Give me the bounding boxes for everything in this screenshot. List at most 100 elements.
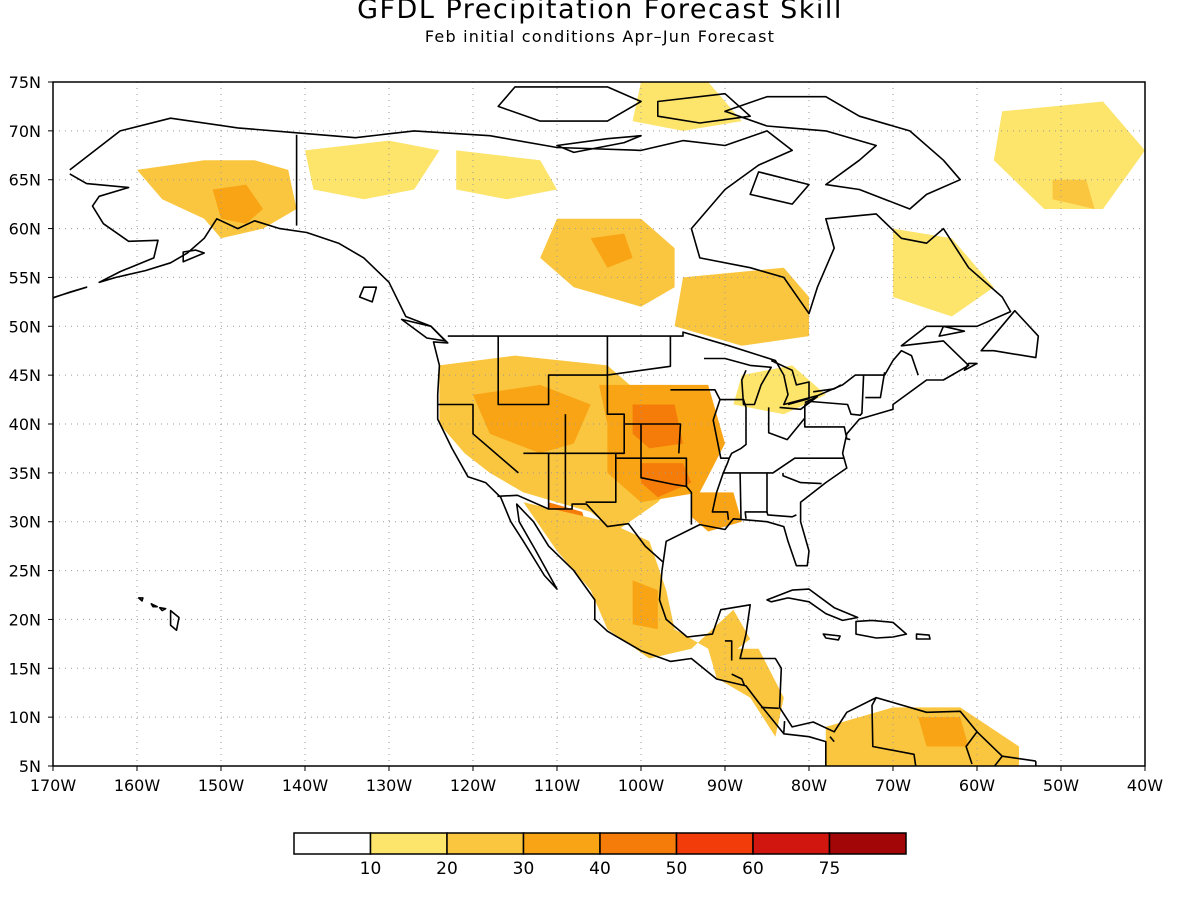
lon-label: 80W bbox=[791, 776, 827, 795]
lat-label: 65N bbox=[9, 171, 41, 190]
lat-label: 50N bbox=[9, 317, 41, 336]
boundary-line bbox=[744, 472, 768, 519]
lon-label: 110W bbox=[534, 776, 581, 795]
page-subtitle: Feb initial conditions Apr–Jun Forecast bbox=[424, 27, 776, 46]
boundary-line bbox=[865, 372, 886, 399]
lat-label: 25N bbox=[9, 562, 41, 581]
boundary-line bbox=[770, 359, 810, 406]
color-legend: 10 20 30 40 50 60 75 bbox=[293, 832, 907, 879]
legend-label: 50 bbox=[666, 859, 688, 879]
boundary-line bbox=[722, 457, 844, 474]
boundary-line bbox=[731, 673, 746, 686]
skill-shading bbox=[137, 82, 1145, 766]
boundary-line bbox=[829, 736, 835, 743]
boundary-line bbox=[640, 424, 693, 525]
lon-label: 120W bbox=[450, 776, 497, 795]
lat-label: 35N bbox=[9, 464, 41, 483]
legend-label: 30 bbox=[513, 859, 535, 879]
skill-region-nwt bbox=[456, 150, 557, 200]
lat-label: 15N bbox=[9, 659, 41, 678]
lon-label: 60W bbox=[959, 776, 995, 795]
lon-label: 70W bbox=[875, 776, 911, 795]
island-outline bbox=[980, 309, 1040, 359]
skill-region-great-basin bbox=[473, 384, 591, 454]
island-outline bbox=[915, 633, 931, 640]
island-outline bbox=[822, 633, 841, 641]
page-title: GFDL Precipitation Forecast Skill bbox=[357, 0, 843, 25]
skill-region-manitoba-core bbox=[590, 233, 633, 268]
legend-swatch bbox=[369, 832, 448, 855]
boundary-line bbox=[615, 457, 688, 488]
skill-region-yukon bbox=[305, 140, 440, 200]
latitude-labels: 75N 70N 65N 60N 55N 50N 45N 40N 35N 30N 25N 20N 15N 1… bbox=[9, 73, 41, 776]
legend-swatch bbox=[828, 832, 907, 855]
skill-region-kansas bbox=[632, 404, 683, 449]
lat-label: 70N bbox=[9, 122, 41, 141]
boundary-line bbox=[447, 331, 919, 406]
legend-swatch bbox=[752, 832, 831, 855]
lat-label: 45N bbox=[9, 366, 41, 385]
skill-region-alaska-core bbox=[212, 184, 263, 224]
island-outline bbox=[656, 92, 752, 124]
boundary-line bbox=[69, 117, 1036, 762]
legend-label: 20 bbox=[436, 859, 458, 879]
boundary-line bbox=[739, 472, 742, 519]
lat-label: 40N bbox=[9, 415, 41, 434]
boundary-line bbox=[69, 173, 827, 766]
legend-swatch bbox=[522, 832, 601, 855]
lat-label: 75N bbox=[9, 73, 41, 92]
island-outline bbox=[766, 588, 859, 622]
boundary-line bbox=[804, 375, 865, 417]
legend-swatch bbox=[446, 832, 525, 855]
island-outline bbox=[963, 362, 978, 372]
legend-label: 60 bbox=[742, 859, 764, 879]
island-outline bbox=[724, 95, 962, 210]
boundary-line bbox=[766, 511, 797, 518]
boundary-line bbox=[670, 388, 731, 520]
boundary-line bbox=[803, 418, 851, 441]
boundary-line bbox=[725, 640, 733, 661]
boundary-line bbox=[704, 357, 773, 406]
skill-region-venezuela-core bbox=[918, 717, 969, 747]
lon-label: 40W bbox=[1127, 776, 1163, 795]
lon-label: 130W bbox=[366, 776, 413, 795]
island-outline bbox=[182, 249, 205, 263]
lon-label: 160W bbox=[114, 776, 161, 795]
skill-region-oklahoma bbox=[641, 463, 692, 498]
boundary-line bbox=[585, 453, 617, 504]
boundary-line bbox=[497, 494, 664, 563]
legend-swatch bbox=[293, 832, 372, 855]
skill-region-greenland bbox=[993, 101, 1145, 209]
skill-region-ontario bbox=[674, 267, 809, 346]
skill-region-south-america bbox=[825, 707, 1019, 766]
skill-region-greenland-core bbox=[1052, 179, 1095, 209]
lon-label: 50W bbox=[1043, 776, 1079, 795]
coastlines-and-borders bbox=[53, 86, 1040, 766]
skill-region-mexico bbox=[523, 502, 751, 659]
boundary-line bbox=[624, 423, 682, 454]
boundary-line bbox=[767, 404, 806, 441]
skill-region-central-america bbox=[708, 648, 784, 737]
island-outline bbox=[53, 286, 88, 299]
island-outline bbox=[556, 134, 642, 154]
island-outline bbox=[400, 318, 447, 342]
island-outline bbox=[497, 86, 642, 122]
boundary-line bbox=[782, 472, 822, 485]
lon-label: 170W bbox=[30, 776, 77, 795]
skill-region-mexico-core bbox=[632, 580, 658, 630]
lat-label: 20N bbox=[9, 610, 41, 629]
boundary-line bbox=[813, 384, 842, 393]
boundary-line bbox=[720, 398, 747, 459]
boundary-line bbox=[497, 336, 609, 406]
longitude-labels: 170W 160W 150W 140W 130W 120W 110W 100W 90W 80W 70… bbox=[30, 776, 1163, 795]
lon-label: 90W bbox=[707, 776, 743, 795]
island-outline bbox=[158, 606, 167, 612]
axis-ticks bbox=[48, 81, 1146, 771]
lat-label: 55N bbox=[9, 268, 41, 287]
legend-label: 40 bbox=[589, 859, 611, 879]
lon-label: 150W bbox=[198, 776, 245, 795]
boundary-line bbox=[523, 336, 672, 455]
boundary-line bbox=[783, 721, 786, 733]
